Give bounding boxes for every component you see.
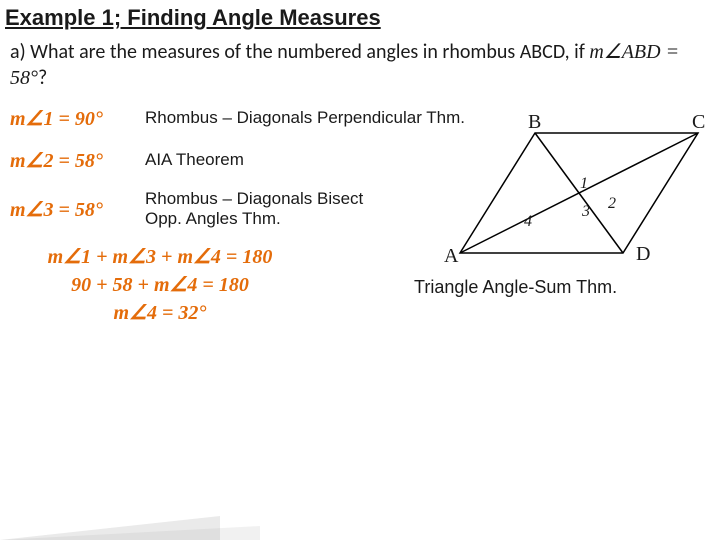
angle-label-2: 2	[608, 195, 616, 213]
diagonal-bd	[535, 133, 623, 253]
angle1-equation: m∠1 = 90°	[10, 106, 145, 131]
angle2-equation: m∠2 = 58°	[10, 148, 145, 173]
vertex-c: C	[692, 111, 705, 134]
sum-block: m∠1 + m∠3 + m∠4 = 180 90 + 58 + m∠4 = 18…	[10, 243, 290, 327]
vertex-d: D	[636, 243, 650, 266]
content-area: m∠1 = 90° Rhombus – Diagonals Perpendicu…	[0, 103, 720, 327]
decorative-wedge-2	[0, 526, 260, 540]
rhombus-svg	[440, 121, 700, 271]
angle3-reason: Rhombus – Diagonals Bisect Opp. Angles T…	[145, 189, 395, 228]
angle1-reason: Rhombus – Diagonals Perpendicular Thm.	[145, 108, 465, 128]
rhombus-diagram: B C A D 1 2 3 4	[440, 121, 700, 271]
angle-label-4: 4	[524, 213, 532, 231]
example-title: Example 1; Finding Angle Measures	[0, 0, 720, 39]
sum-reason: Triangle Angle-Sum Thm.	[414, 277, 617, 298]
sum-line-3: m∠4 = 32°	[30, 299, 290, 327]
question-text: a) What are the measures of the numbered…	[0, 39, 720, 103]
question-suffix: ?	[38, 66, 47, 90]
question-prefix: a) What are the measures of the numbered…	[10, 40, 589, 64]
vertex-b: B	[528, 111, 541, 134]
angle2-reason: AIA Theorem	[145, 150, 244, 170]
sum-line-2: 90 + 58 + m∠4 = 180	[30, 271, 290, 299]
angle3-equation: m∠3 = 58°	[10, 197, 145, 222]
vertex-a: A	[444, 245, 458, 268]
angle-label-3: 3	[582, 203, 590, 221]
angle-label-1: 1	[580, 175, 588, 193]
sum-line-1: m∠1 + m∠3 + m∠4 = 180	[30, 243, 290, 271]
